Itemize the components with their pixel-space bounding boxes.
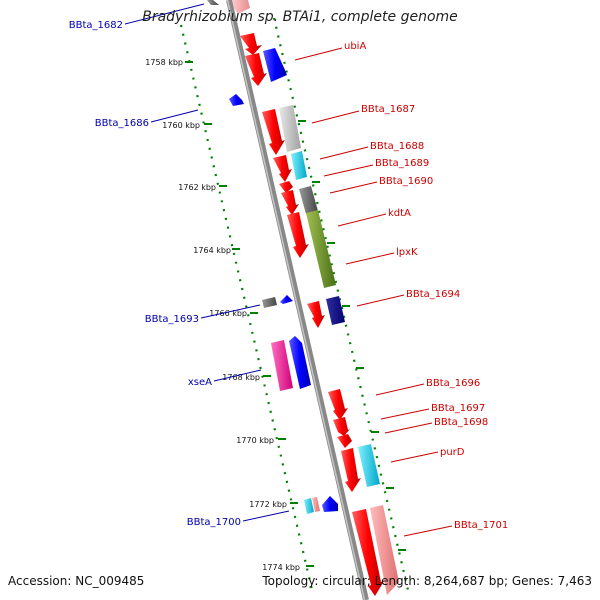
accession-label: Accession: (8, 574, 72, 588)
accession-info: Accession: NC_009485 (8, 574, 144, 588)
gene-BBta_1688-cyan[interactable] (291, 151, 307, 180)
length-value: 8,264,687 bp (423, 574, 504, 588)
gene-label-xseA[interactable]: xseA (188, 377, 212, 388)
gene-purD[interactable] (341, 448, 361, 492)
gene-BBta_1690[interactable] (281, 190, 299, 215)
connector-right (323, 164, 374, 177)
gene-label-BBta_1696[interactable]: BBta_1696 (426, 378, 480, 389)
left-gene-labels: BBta_1682 BBta_1686 BBta_1693 xseA BBta_… (69, 20, 241, 528)
gene-label-lpxK[interactable]: lpxK (396, 247, 418, 258)
gene-label-BBta_1701[interactable]: BBta_1701 (454, 520, 508, 531)
ruler-label: 1758 kbp (145, 58, 183, 67)
gene-features (207, 0, 399, 596)
gene-label-BBta_1690[interactable]: BBta_1690 (379, 176, 433, 187)
connector-right (294, 47, 343, 61)
genome-stats: Topology: circular; Length: 8,264,687 bp… (262, 574, 592, 588)
ruler-label: 1766 kbp (209, 309, 247, 318)
label-connectors (124, 3, 453, 537)
gene-BBta_1700[interactable] (322, 496, 338, 512)
gene-BBta_1698[interactable] (337, 434, 352, 448)
backbone-highlight (226, 0, 366, 600)
gene-label-kdtA[interactable]: kdtA (388, 208, 411, 219)
connector-right (356, 294, 405, 307)
gene-label-purD[interactable]: purD (440, 447, 465, 458)
topology-label: Topology: (262, 574, 319, 588)
gene-BBta_1686[interactable] (229, 94, 244, 106)
gene-BBta_1694-navy[interactable] (326, 296, 345, 325)
gene-label-BBta_1700[interactable]: BBta_1700 (187, 517, 241, 528)
connector-right (337, 213, 387, 227)
gene-label-BBta_1689[interactable]: BBta_1689 (375, 158, 429, 169)
gene-ubiA-partner[interactable] (263, 48, 287, 82)
gene-BBta_1687-grey[interactable] (279, 105, 301, 152)
length-label: Length: (374, 574, 421, 588)
gene-BBta_1700-cyan[interactable] (304, 498, 314, 514)
genome-title: Bradyrhizobium sp. BTAi1, complete genom… (142, 9, 458, 25)
connector-right (329, 181, 378, 194)
gene-label-BBta_1694[interactable]: BBta_1694 (406, 289, 460, 300)
genes-value: 7,463 (557, 574, 592, 588)
ruler-label: 1760 kbp (162, 121, 200, 130)
gene-ubiA-upstream[interactable] (240, 33, 262, 55)
connector-left (200, 304, 261, 319)
ruler-label: 1774 kbp (262, 563, 300, 572)
topology-value: circular (322, 574, 367, 588)
gene-label-BBta_1682[interactable]: BBta_1682 (69, 20, 123, 31)
gene-xseA[interactable] (289, 336, 311, 389)
gene-label-BBta_1693[interactable]: BBta_1693 (145, 314, 199, 325)
connector-left (150, 109, 199, 123)
gene-kdtA[interactable] (287, 212, 309, 258)
gene-BBta_1682-partial[interactable] (207, 0, 219, 5)
gene-label-BBta_1698[interactable]: BBta_1698 (434, 417, 488, 428)
connector-left (124, 3, 205, 25)
connector-right (380, 408, 430, 420)
ruler-label: 1770 kbp (236, 436, 274, 445)
gene-BBta_1693-grey[interactable] (262, 297, 277, 308)
right-gene-labels: ubiA BBta_1687 BBta_1688 BBta_1689 BBta_… (344, 41, 508, 531)
gene-BBta_1697[interactable] (333, 417, 350, 436)
ruler-label: 1768 kbp (222, 373, 260, 382)
gene-ubiA[interactable] (245, 53, 267, 86)
gene-BBta_1700-pink[interactable] (312, 497, 320, 512)
genes-label: Genes: (511, 574, 554, 588)
gene-BBta_1689[interactable] (279, 181, 293, 193)
gene-lpxK[interactable] (306, 210, 336, 288)
connector-right (403, 525, 453, 537)
gene-BBta_1701[interactable] (352, 509, 384, 596)
gene-BBta_1687[interactable] (262, 109, 285, 155)
genome-backbone (226, 0, 369, 600)
connector-right (345, 252, 395, 265)
gene-BBta_1696[interactable] (328, 389, 348, 420)
gene-label-BBta_1687[interactable]: BBta_1687 (361, 104, 415, 115)
tick-marks (185, 59, 406, 567)
gene-partial-top[interactable] (232, 0, 250, 14)
ruler-label: 1762 kbp (178, 183, 216, 192)
gene-label-BBta_1686[interactable]: BBta_1686 (95, 118, 149, 129)
gene-purD-cyan[interactable] (358, 444, 380, 487)
gene-BBta_1688[interactable] (273, 155, 292, 182)
gene-kdtA-grey[interactable] (299, 186, 318, 214)
gene-BBta_1701-pink[interactable] (370, 505, 399, 595)
accession-value: NC_009485 (75, 574, 145, 588)
ruler-label: 1772 kbp (249, 500, 287, 509)
gene-label-BBta_1697[interactable]: BBta_1697 (431, 403, 485, 414)
connector-left (242, 510, 290, 522)
connector-right (384, 422, 433, 434)
gene-label-BBta_1688[interactable]: BBta_1688 (370, 141, 424, 152)
gene-BBta_1693-blue[interactable] (280, 295, 293, 304)
connector-right (390, 451, 439, 463)
gene-label-ubiA[interactable]: ubiA (344, 41, 366, 52)
gene-xseA-pink[interactable] (271, 340, 293, 391)
gene-BBta_1694[interactable] (307, 301, 325, 328)
connector-left (213, 369, 262, 382)
connector-right (375, 383, 425, 396)
ruler-label: 1764 kbp (193, 246, 231, 255)
ruler-labels: 1758 kbp 1760 kbp 1762 kbp 1764 kbp 1766… (145, 58, 300, 572)
connector-right (311, 110, 360, 124)
connector-right (319, 146, 369, 160)
